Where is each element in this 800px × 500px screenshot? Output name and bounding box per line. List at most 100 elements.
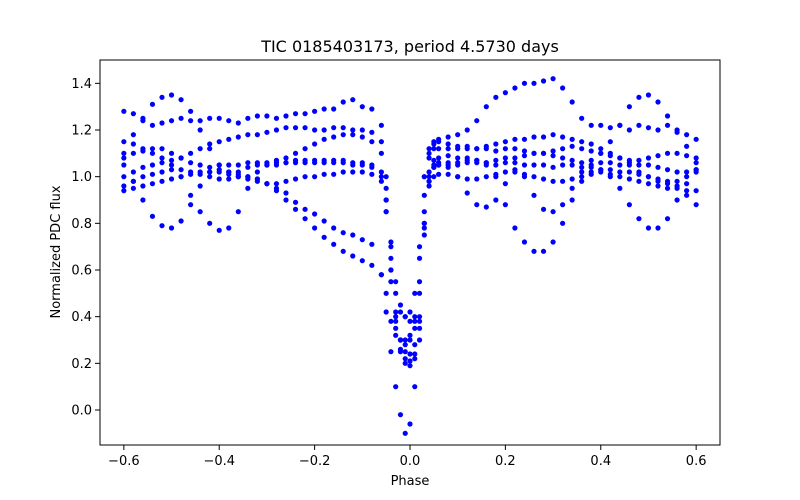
data-point (292, 176, 299, 182)
data-point (283, 190, 289, 196)
data-point (130, 141, 136, 147)
data-point (521, 80, 528, 86)
x-tick-label: −0.6 (108, 454, 140, 469)
data-point (617, 155, 623, 161)
data-point (321, 218, 327, 224)
data-point (426, 183, 432, 189)
data-point (664, 216, 671, 222)
data-point (674, 169, 680, 175)
data-point (412, 356, 418, 362)
data-point (159, 223, 165, 229)
data-point (493, 94, 499, 100)
data-point (197, 118, 203, 124)
data-point (359, 160, 365, 166)
data-point (455, 132, 461, 138)
data-point (312, 141, 318, 147)
data-point (436, 139, 442, 145)
data-point (483, 160, 489, 166)
data-point (378, 169, 384, 175)
data-point (416, 325, 423, 331)
y-tick-label: 0.2 (71, 357, 92, 372)
data-point (245, 185, 251, 191)
data-point (340, 99, 346, 105)
data-point (445, 171, 451, 177)
data-point (312, 211, 318, 217)
data-point (512, 225, 518, 231)
data-point (264, 162, 270, 168)
data-point (426, 150, 432, 156)
data-point (245, 176, 251, 182)
data-point (388, 279, 394, 285)
data-point (168, 176, 175, 182)
data-point (588, 157, 594, 163)
data-point (550, 164, 556, 170)
x-tick-label: 0.6 (686, 454, 707, 469)
data-point (684, 192, 690, 198)
data-point (140, 146, 146, 152)
data-point (312, 127, 318, 133)
data-point (474, 157, 480, 163)
data-point (407, 309, 413, 315)
data-point (302, 125, 308, 131)
data-point (397, 309, 404, 315)
data-point (331, 125, 337, 131)
data-point (331, 171, 337, 177)
data-point (207, 220, 213, 226)
data-point (393, 384, 399, 390)
data-point (178, 115, 184, 121)
data-point (693, 188, 699, 194)
data-point (407, 351, 413, 357)
data-point (407, 318, 413, 324)
data-point (140, 197, 146, 203)
data-point (512, 160, 518, 166)
data-point (235, 120, 241, 126)
data-point (254, 160, 260, 166)
data-point (402, 360, 408, 366)
data-point (674, 185, 680, 191)
data-point (388, 244, 394, 250)
data-point (302, 146, 308, 152)
data-point (121, 108, 127, 114)
data-point (550, 239, 556, 245)
data-point (531, 134, 537, 140)
data-point (579, 178, 585, 184)
data-point (350, 253, 356, 259)
data-point (149, 146, 156, 152)
data-point (579, 115, 585, 121)
data-point (197, 169, 203, 175)
data-point (569, 99, 575, 105)
data-point (445, 134, 451, 140)
data-point (350, 132, 356, 138)
data-point (421, 174, 427, 180)
data-point (512, 169, 518, 175)
data-point (168, 157, 175, 163)
data-point (188, 202, 194, 208)
data-point (359, 127, 365, 133)
data-point (579, 164, 585, 170)
data-point (531, 174, 537, 180)
data-point (540, 206, 547, 212)
data-point (340, 169, 346, 175)
data-point (207, 174, 213, 180)
data-point (474, 176, 480, 182)
data-point (359, 104, 365, 110)
data-point (531, 80, 537, 86)
x-tick-label: −0.4 (203, 454, 235, 469)
data-point (321, 160, 327, 166)
data-point (617, 169, 623, 175)
data-point (550, 132, 556, 138)
data-point (264, 129, 270, 135)
data-point (302, 157, 308, 163)
data-point (188, 118, 194, 124)
data-point (226, 118, 232, 124)
data-point (121, 155, 127, 161)
data-point (560, 162, 566, 168)
data-point (168, 225, 175, 231)
data-point (378, 122, 384, 128)
data-point (421, 209, 427, 215)
data-point (531, 248, 537, 254)
data-point (502, 181, 508, 187)
data-point (197, 209, 203, 215)
data-point (283, 125, 289, 131)
data-point (569, 185, 575, 191)
